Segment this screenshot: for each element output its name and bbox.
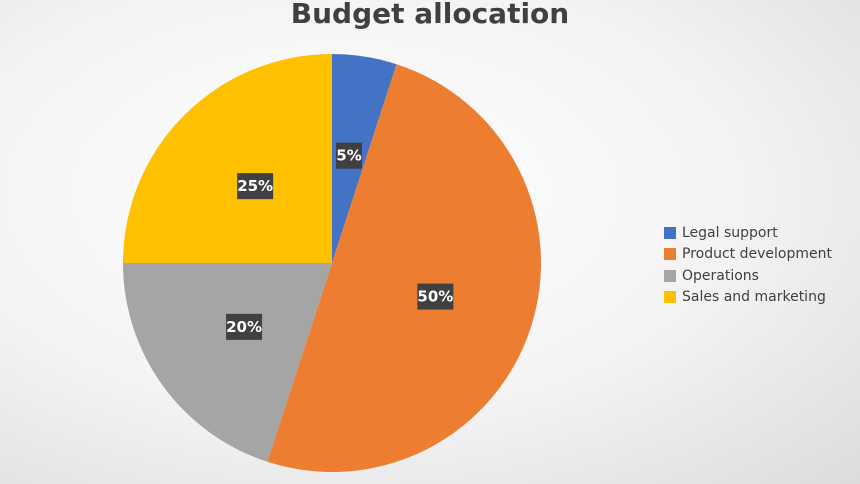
data-label-operations: 20% — [226, 313, 263, 340]
data-label-box — [336, 142, 363, 169]
pie-slice-sales-and-marketing — [123, 54, 332, 263]
pie-slice-product-development — [267, 64, 541, 472]
legend-swatch — [664, 269, 676, 282]
legend-label: Legal support — [682, 224, 778, 241]
legend-label: Product development — [682, 246, 832, 263]
pie-data-labels: 5% 50% 20% 25% — [226, 142, 454, 340]
legend-item-legal-support: Legal support — [664, 222, 854, 244]
legend: Legal support Product development Operat… — [664, 222, 854, 308]
data-label-text: 50% — [417, 288, 453, 306]
legend-item-sales-and-marketing: Sales and marketing — [664, 287, 854, 309]
data-label-box — [226, 313, 263, 340]
legend-swatch — [664, 248, 676, 261]
legend-label: Operations — [682, 267, 759, 284]
data-label-box — [237, 173, 274, 200]
data-label-text: 5% — [336, 147, 361, 165]
legend-item-operations: Operations — [664, 265, 854, 287]
legend-item-product-development: Product development — [664, 244, 854, 266]
chart-title: Budget allocation — [290, 0, 570, 30]
data-label-product-development: 50% — [417, 283, 454, 310]
pie-slice-operations — [123, 263, 332, 462]
data-label-legal-support: 5% — [336, 142, 363, 169]
data-label-text: 20% — [226, 318, 262, 336]
data-label-sales-and-marketing: 25% — [237, 173, 274, 200]
pie-slices — [123, 54, 541, 472]
data-label-text: 25% — [237, 177, 273, 195]
pie-slice-legal-support — [332, 54, 397, 263]
data-label-box — [417, 283, 454, 310]
legend-label: Sales and marketing — [682, 289, 826, 306]
legend-swatch — [664, 226, 676, 239]
legend-swatch — [664, 291, 676, 304]
